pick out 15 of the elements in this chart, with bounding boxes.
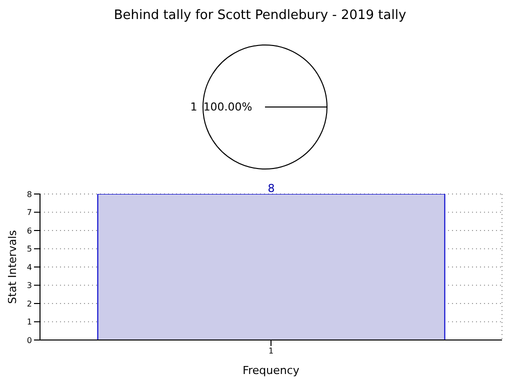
y-tick-label: 7 xyxy=(26,208,32,218)
chart-title: Behind tally for Scott Pendlebury - 2019 tally xyxy=(112,8,408,25)
slice-label: 1 xyxy=(190,100,198,114)
data-label: 8 xyxy=(268,182,275,195)
y-tick-label: 2 xyxy=(26,299,32,308)
y-axis-title: Stat Intervals xyxy=(6,230,19,304)
x-axis-title: Frequency xyxy=(242,364,300,377)
y-tick-label: 1 xyxy=(26,318,32,327)
y-tick-label: 8 xyxy=(26,190,32,199)
y-tick-label: 6 xyxy=(26,226,32,236)
data-label: 100.00% xyxy=(203,100,252,114)
y-tick-label: 3 xyxy=(26,281,32,290)
y-tick-label: 5 xyxy=(26,244,32,254)
y-tick-label: 4 xyxy=(26,262,32,272)
y-tick-label: 0 xyxy=(26,336,32,345)
